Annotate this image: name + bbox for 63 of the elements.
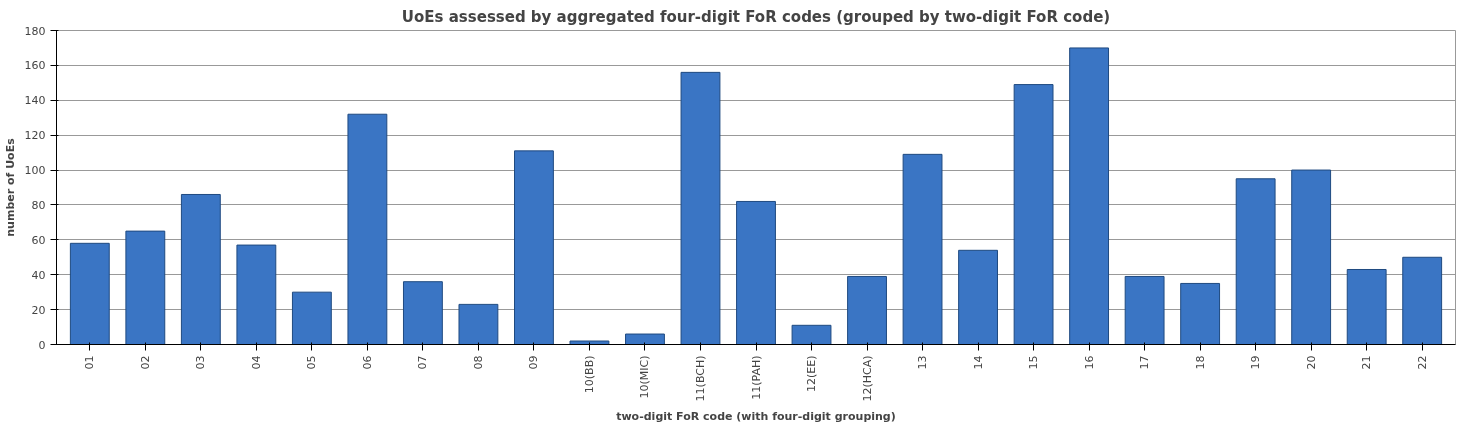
- x-tick-label: 11(PAH): [749, 355, 763, 400]
- bar: [1402, 256, 1443, 345]
- x-tick-label: 16: [1082, 355, 1096, 370]
- y-tick-label: 180: [24, 24, 46, 38]
- chart-title: UoEs assessed by aggregated four-digit FoR codes (grouped by two-digit FoR code): [401, 7, 1111, 26]
- x-tick-label: 10(BB): [582, 355, 596, 394]
- bar: [402, 281, 443, 345]
- x-tick-label: 07: [416, 355, 430, 370]
- bar: [1235, 178, 1276, 345]
- x-tick-label: 03: [194, 355, 208, 370]
- y-tick-label: 120: [24, 129, 46, 143]
- x-tick-label: 04: [249, 355, 263, 370]
- bar: [1069, 47, 1110, 345]
- x-tick-label: 18: [1193, 355, 1207, 370]
- y-tick-label: 0: [38, 338, 46, 352]
- x-tick-label: 21: [1360, 355, 1374, 370]
- x-tick-label: 14: [971, 355, 985, 370]
- bar: [458, 303, 499, 345]
- x-tick-label: 12(HCA): [860, 355, 874, 402]
- x-tick-label: 22: [1415, 355, 1429, 370]
- x-tick-label: 13: [916, 355, 930, 370]
- bar: [847, 275, 887, 345]
- x-tick-label: 17: [1138, 355, 1152, 370]
- x-tick-label: 06: [360, 355, 374, 370]
- bar: [958, 249, 998, 345]
- x-tick-label: 11(BCH): [693, 355, 707, 402]
- bar: [736, 200, 776, 345]
- x-tick-label: 09: [527, 355, 541, 370]
- y-axis-title: number of UoEs: [3, 137, 17, 237]
- bar: [69, 242, 110, 345]
- bar: [347, 113, 388, 345]
- x-tick-label: 20: [1304, 355, 1318, 370]
- y-tick-label: 80: [31, 198, 46, 212]
- x-tick-label: 12(EE): [805, 355, 819, 392]
- bar: [514, 150, 554, 345]
- x-tick-label: 15: [1027, 355, 1041, 370]
- bar: [680, 71, 721, 345]
- x-tick-label: 19: [1249, 355, 1263, 370]
- x-tick-label: 02: [138, 355, 152, 370]
- x-tick-label: 01: [83, 355, 97, 370]
- bar: [236, 244, 277, 345]
- bar: [625, 333, 665, 345]
- x-tick-label: 10(MIC): [638, 355, 652, 399]
- bar: [791, 324, 832, 345]
- bar: [1346, 268, 1387, 345]
- bar: [1291, 169, 1332, 345]
- y-tick-label: 100: [24, 164, 46, 178]
- x-axis-title: two-digit FoR code (with four-digit grouping): [616, 409, 896, 423]
- y-tick-label: 160: [24, 59, 46, 73]
- bar: [125, 230, 166, 345]
- bar: [1013, 84, 1054, 345]
- bar: [1180, 282, 1221, 345]
- y-tick-label: 20: [31, 303, 46, 317]
- bar: [1124, 275, 1165, 345]
- y-tick-label: 40: [31, 268, 46, 282]
- x-tick-label: 05: [305, 355, 319, 370]
- bar: [180, 193, 221, 345]
- bar: [291, 291, 332, 345]
- bar: [902, 153, 943, 345]
- y-tick-label: 140: [24, 94, 46, 108]
- bar: [569, 340, 610, 345]
- x-tick-label: 08: [471, 355, 485, 370]
- y-tick-label: 60: [31, 233, 46, 247]
